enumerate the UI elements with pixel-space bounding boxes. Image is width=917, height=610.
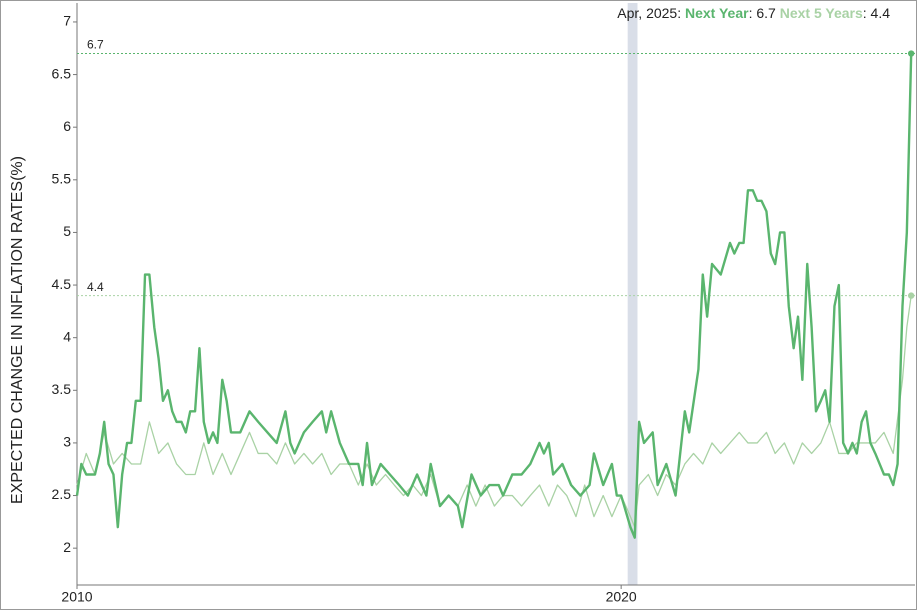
- hover-series-name: Next 5 Years: [780, 5, 863, 21]
- end-point: [907, 50, 915, 57]
- y-tick-label: 5: [63, 223, 71, 239]
- hover-value: : 6.7: [749, 5, 776, 21]
- hover-label: Apr, 2025: Next Year: 6.7 Next 5 Years: …: [617, 5, 890, 21]
- y-tick-label: 3: [63, 434, 71, 450]
- hover-value: : 4.4: [863, 5, 890, 21]
- end-point: [907, 292, 915, 299]
- hover-date: Apr, 2025:: [617, 5, 681, 21]
- y-tick-label: 4: [63, 328, 71, 344]
- y-tick-label: 6.5: [52, 65, 72, 81]
- y-tick-label: 7: [63, 13, 71, 29]
- highlight-band: [627, 3, 638, 585]
- y-tick-label: 3.5: [52, 381, 72, 397]
- x-tick-label: 2020: [606, 589, 637, 605]
- y-tick-label: 2: [63, 539, 71, 555]
- hover-series-name: Next Year: [685, 5, 749, 21]
- y-axis-label: EXPECTED CHANGE IN INFLATION RATES(%): [9, 156, 26, 504]
- line: [75, 53, 913, 539]
- reference-label: 6.7: [87, 38, 104, 52]
- x-tick-label: 2010: [61, 589, 92, 605]
- y-tick-label: 5.5: [52, 171, 72, 187]
- reference-label: 4.4: [87, 280, 104, 294]
- y-tick-label: 6: [63, 118, 71, 134]
- y-tick-label: 2.5: [52, 486, 72, 502]
- y-tick-label: 4.5: [52, 276, 72, 292]
